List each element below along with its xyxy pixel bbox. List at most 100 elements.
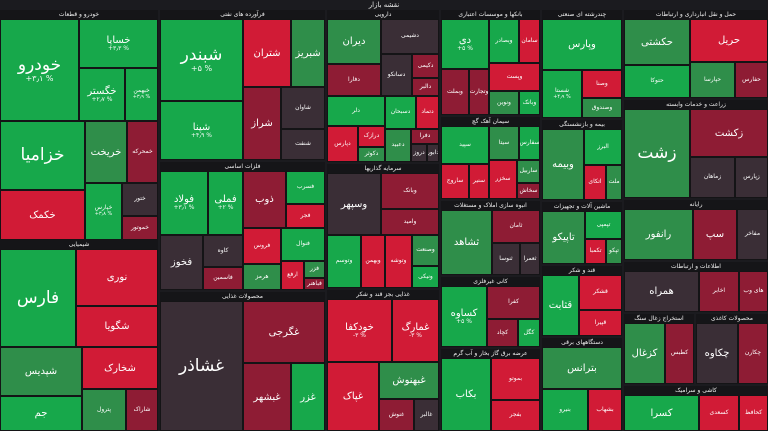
- stock-tile[interactable]: ساروج: [441, 164, 469, 199]
- stock-tile[interactable]: حپارسا: [690, 62, 735, 98]
- stock-tile[interactable]: وبصادر: [489, 19, 519, 63]
- stock-tile[interactable]: تکمبا: [585, 239, 606, 264]
- stock-tile[interactable]: تاپیکو: [542, 211, 585, 264]
- stock-tile[interactable]: بشهاب: [588, 389, 622, 431]
- stock-tile[interactable]: غشاذر: [160, 301, 243, 431]
- stock-tile[interactable]: پترول: [82, 389, 126, 431]
- stock-tile[interactable]: شنفت: [281, 129, 325, 160]
- stock-tile[interactable]: دروز: [411, 144, 427, 162]
- stock-tile[interactable]: غپاک: [327, 362, 379, 431]
- stock-tile[interactable]: شخارک: [82, 347, 158, 389]
- stock-tile[interactable]: دکیمی: [412, 54, 439, 78]
- stock-tile[interactable]: فروس: [243, 228, 281, 264]
- stock-tile[interactable]: سخزر: [489, 160, 517, 199]
- stock-tile[interactable]: قثابت: [542, 275, 579, 336]
- stock-tile[interactable]: کاوه: [203, 235, 243, 267]
- stock-tile[interactable]: وصنعت: [412, 235, 439, 266]
- stock-tile[interactable]: غنوش: [379, 399, 414, 431]
- stock-tile[interactable]: سیتا: [489, 126, 519, 160]
- stock-tile[interactable]: وبملت: [441, 69, 469, 115]
- stock-tile[interactable]: تپکو: [606, 239, 622, 264]
- stock-tile[interactable]: خبهمن +۳٫۹ %: [125, 68, 158, 121]
- stock-tile[interactable]: شپنا +۴٫۹ %: [160, 101, 243, 160]
- stock-tile[interactable]: های وب: [739, 271, 768, 312]
- stock-tile[interactable]: حتوکا: [624, 65, 690, 98]
- stock-tile[interactable]: ثشاهد: [441, 210, 492, 275]
- stock-tile[interactable]: خزامیا: [0, 121, 85, 190]
- stock-tile[interactable]: غبهنوش: [379, 362, 439, 399]
- stock-tile[interactable]: ونوین: [489, 91, 519, 115]
- stock-tile[interactable]: شگویا: [76, 306, 158, 347]
- stock-tile[interactable]: چکارن: [738, 323, 768, 384]
- stock-tile[interactable]: قشکر: [579, 275, 622, 310]
- stock-tile[interactable]: سنیر: [469, 164, 489, 199]
- stock-tile[interactable]: ارفع: [281, 261, 304, 290]
- stock-tile[interactable]: وبیمه: [542, 129, 584, 200]
- stock-tile[interactable]: شبریز: [291, 19, 325, 87]
- stock-tile[interactable]: خموتور: [122, 216, 158, 240]
- stock-tile[interactable]: شستا +۴٫۹ %: [542, 70, 582, 118]
- stock-tile[interactable]: زماهان: [690, 157, 735, 198]
- stock-tile[interactable]: وصندوق: [582, 98, 622, 118]
- stock-tile[interactable]: تپمپی: [585, 211, 622, 239]
- stock-tile[interactable]: کچاد: [487, 319, 518, 347]
- stock-tile[interactable]: ختور: [122, 183, 158, 216]
- stock-tile[interactable]: دابور: [427, 144, 439, 162]
- stock-tile[interactable]: وتوسم: [327, 235, 361, 288]
- stock-tile[interactable]: کسرا: [624, 395, 699, 431]
- stock-tile[interactable]: دی +۵ %: [441, 19, 489, 69]
- stock-tile[interactable]: خساپا +۳٫۳ %: [79, 19, 158, 68]
- stock-tile[interactable]: دسانکو: [381, 54, 412, 96]
- stock-tile[interactable]: ساربیل: [517, 160, 540, 183]
- stock-tile[interactable]: وبهمن: [361, 235, 385, 288]
- stock-tile[interactable]: دکوثر: [358, 147, 385, 162]
- stock-tile[interactable]: دتماد: [416, 96, 439, 129]
- stock-tile[interactable]: وسپهر: [327, 173, 381, 235]
- stock-tile[interactable]: سپید: [441, 126, 489, 164]
- stock-tile[interactable]: ملت: [606, 165, 622, 200]
- stock-tile[interactable]: قپیرا: [579, 310, 622, 336]
- stock-tile[interactable]: شتران: [243, 19, 291, 87]
- stock-tile[interactable]: بترانس: [542, 347, 622, 389]
- stock-tile[interactable]: خریخت: [85, 121, 127, 183]
- stock-tile[interactable]: فنوال: [281, 228, 325, 261]
- stock-tile[interactable]: وپارس: [542, 19, 622, 70]
- stock-tile[interactable]: کساوه +۵ %: [441, 286, 487, 347]
- stock-tile[interactable]: فباهنر: [304, 278, 325, 290]
- stock-tile[interactable]: خکمک: [0, 190, 85, 240]
- stock-tile[interactable]: ذوب: [243, 171, 286, 228]
- stock-tile[interactable]: حکشتی: [624, 19, 690, 65]
- stock-tile[interactable]: حریل: [690, 19, 768, 62]
- stock-tile[interactable]: دسبحان: [385, 96, 416, 129]
- stock-tile[interactable]: زشت: [624, 109, 690, 198]
- stock-tile[interactable]: همراه: [624, 271, 699, 312]
- stock-tile[interactable]: شراز: [243, 87, 281, 160]
- stock-tile[interactable]: فجر: [286, 204, 325, 228]
- stock-tile[interactable]: ونیکی: [412, 266, 439, 288]
- stock-tile[interactable]: حفارس: [735, 62, 768, 98]
- stock-tile[interactable]: ثعمرا: [520, 243, 540, 275]
- stock-tile[interactable]: کحافظ: [739, 395, 768, 431]
- stock-tile[interactable]: غگرجی: [243, 301, 325, 363]
- stock-tile[interactable]: دفرا: [411, 129, 439, 144]
- stock-tile[interactable]: وصنا: [582, 70, 622, 98]
- stock-tile[interactable]: بموتو: [491, 358, 540, 400]
- stock-tile[interactable]: غمارگ -۳ %: [392, 299, 439, 362]
- stock-tile[interactable]: دپارس: [327, 126, 358, 162]
- stock-tile[interactable]: دعبید: [385, 129, 411, 162]
- stock-tile[interactable]: غبشهر: [243, 363, 291, 431]
- stock-tile[interactable]: سخاش: [517, 183, 540, 199]
- stock-tile[interactable]: شاوان: [281, 87, 325, 129]
- stock-tile[interactable]: زکشت: [690, 109, 768, 157]
- stock-tile[interactable]: خمحرکه: [127, 121, 158, 183]
- stock-tile[interactable]: فولاد +۳٫۱ %: [160, 171, 208, 235]
- stock-tile[interactable]: کسعدی: [699, 395, 739, 431]
- stock-tile[interactable]: البرز: [584, 129, 622, 165]
- stock-tile[interactable]: کطبس: [665, 323, 694, 384]
- stock-tile[interactable]: سفارس: [519, 126, 540, 160]
- stock-tile[interactable]: مفاخر: [737, 209, 768, 260]
- stock-tile[interactable]: وتوشه: [385, 235, 412, 288]
- stock-tile[interactable]: فاسمین: [203, 267, 243, 290]
- stock-tile[interactable]: رانفور: [624, 209, 693, 260]
- stock-tile[interactable]: کزغال: [624, 323, 665, 384]
